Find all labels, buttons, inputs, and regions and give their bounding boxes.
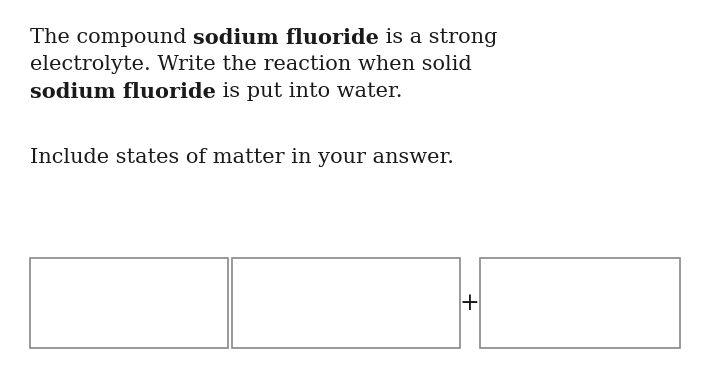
Text: Include states of matter in your answer.: Include states of matter in your answer.: [30, 148, 454, 167]
Text: is a strong: is a strong: [379, 28, 498, 47]
Text: is put into water.: is put into water.: [216, 82, 403, 101]
Bar: [232, 258, 460, 348]
Bar: [480, 258, 680, 348]
Text: electrolyte. Write the reaction when solid: electrolyte. Write the reaction when sol…: [30, 55, 471, 74]
Text: sodium fluoride: sodium fluoride: [30, 82, 216, 102]
Text: The compound: The compound: [30, 28, 193, 47]
Bar: [30, 258, 228, 348]
Text: +: +: [459, 291, 479, 315]
Text: sodium fluoride: sodium fluoride: [193, 28, 379, 48]
